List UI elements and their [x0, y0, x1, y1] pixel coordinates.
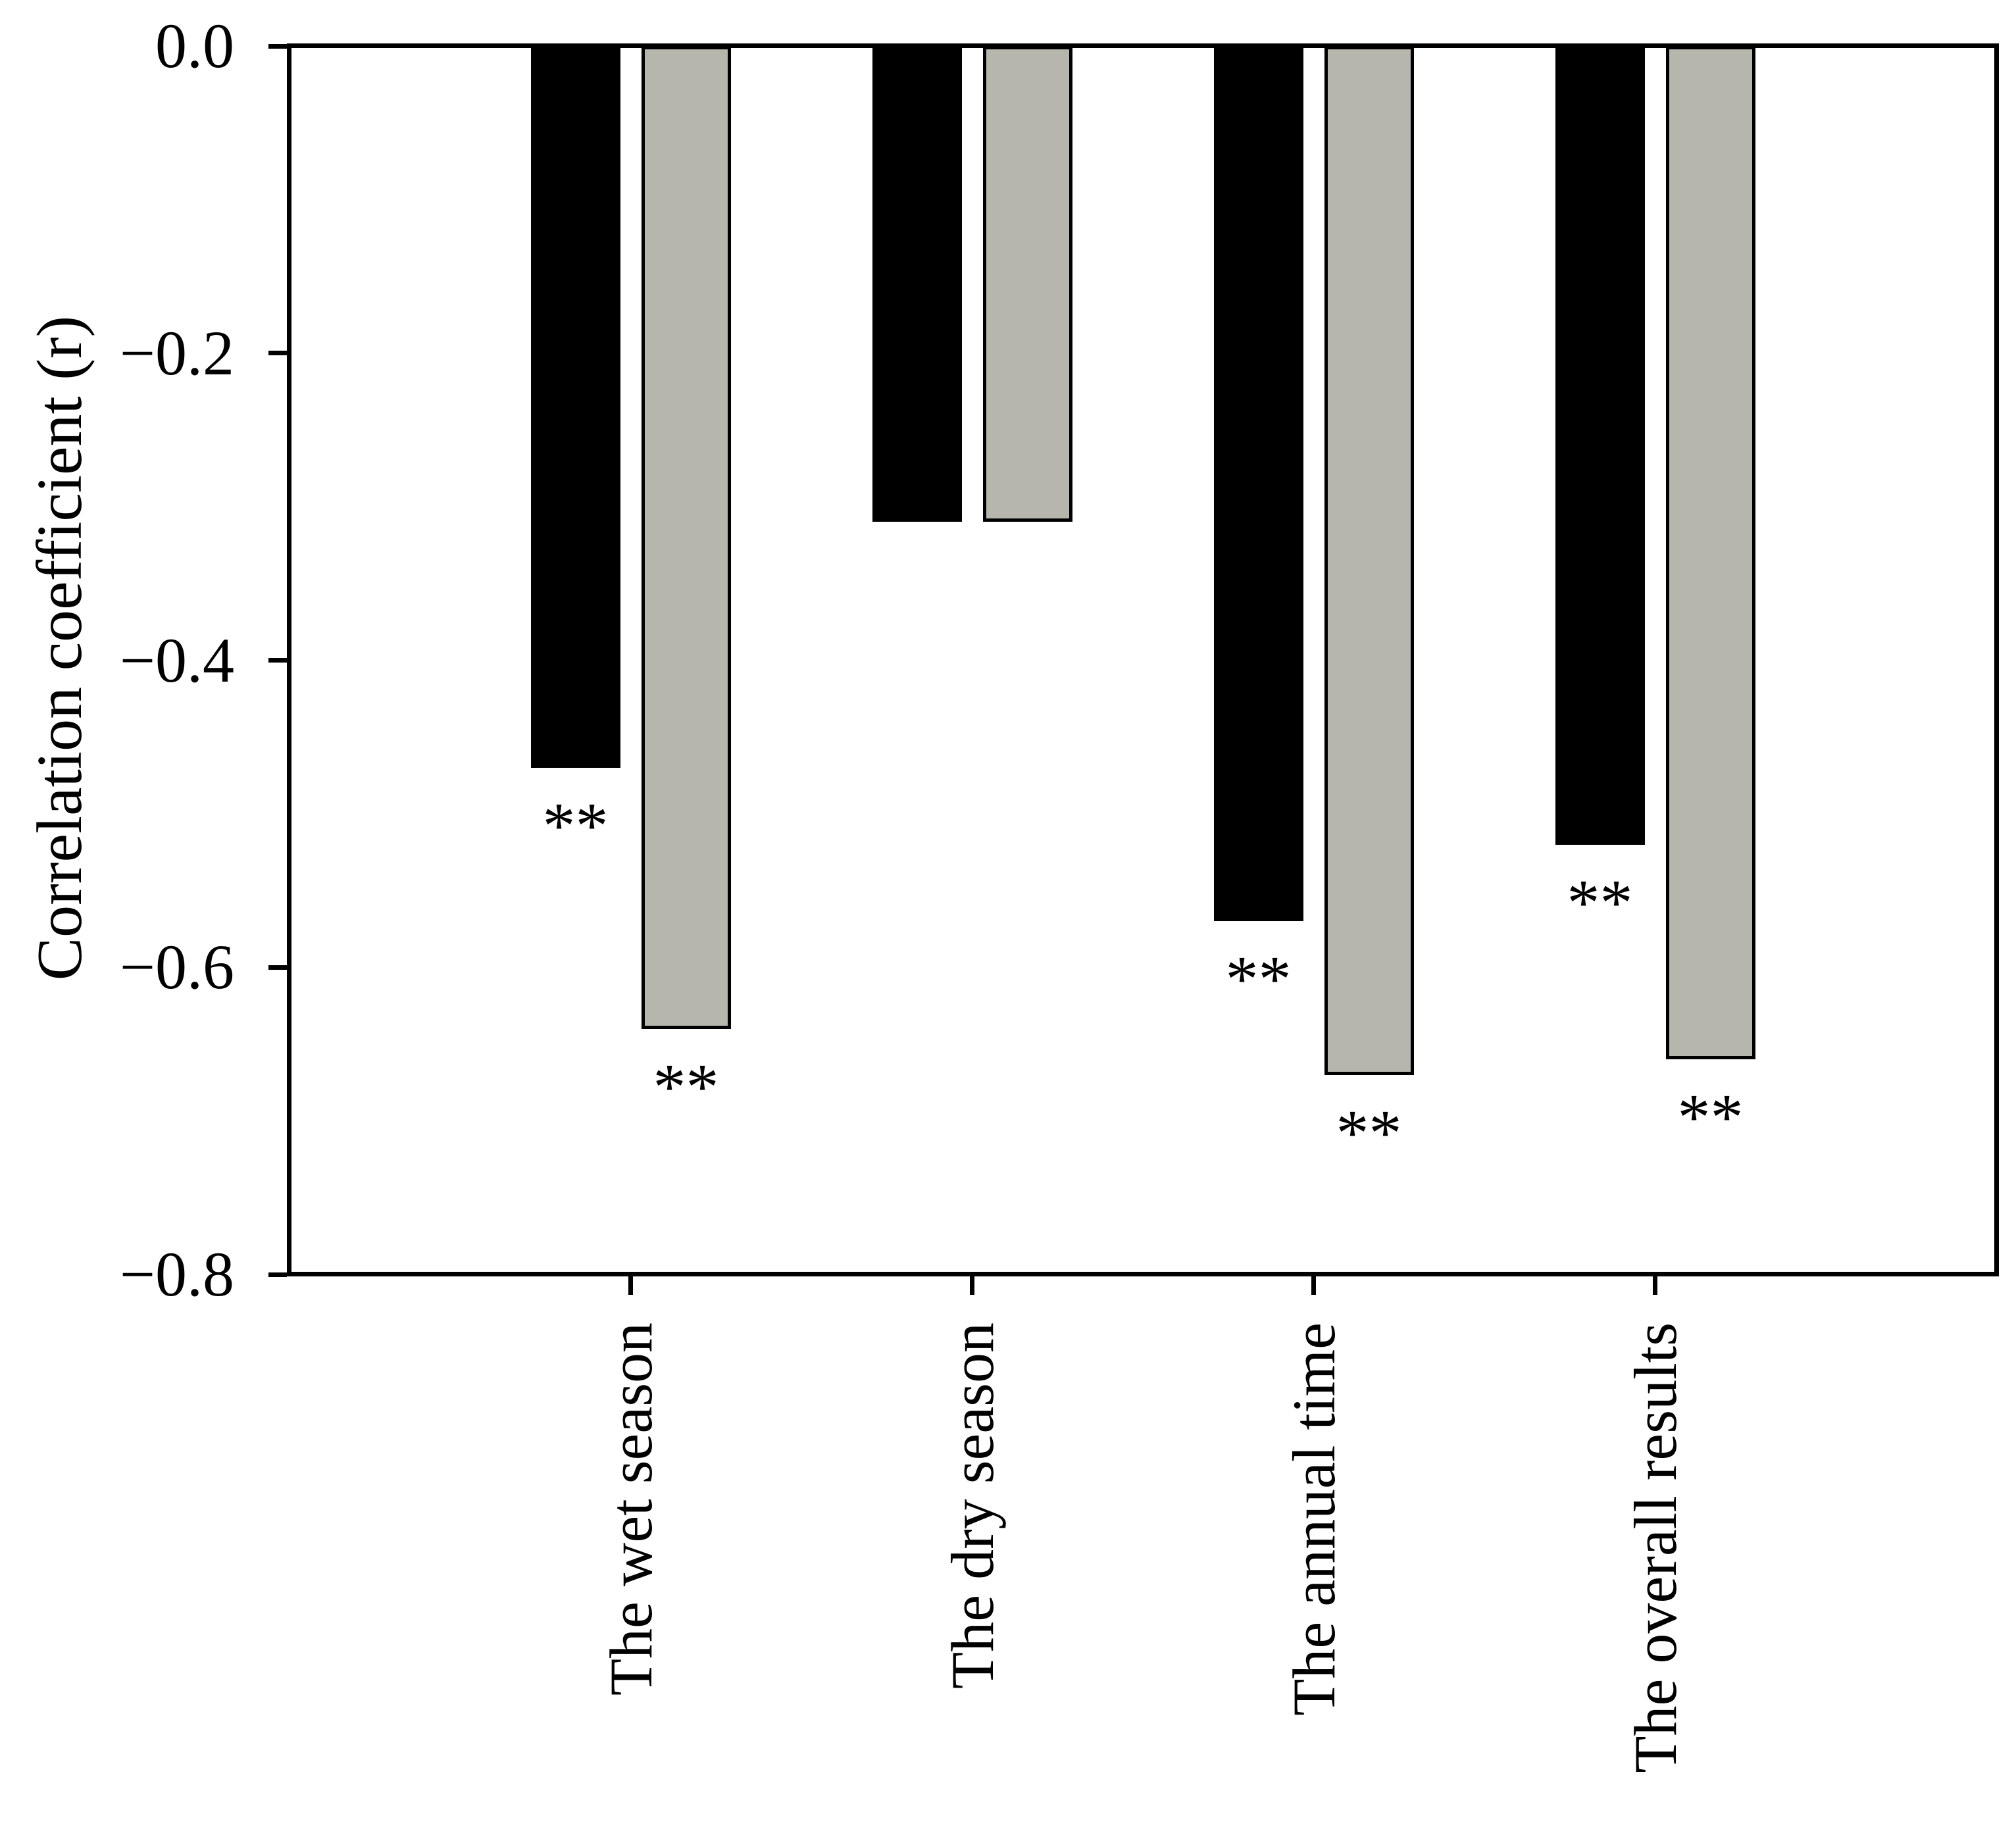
y-tick-label: −0.8: [119, 1239, 234, 1309]
y-tick-label: −0.4: [119, 624, 234, 695]
y-tick-mark: [268, 43, 287, 49]
y-tick-mark: [268, 1272, 287, 1277]
significance-marker-black-series-2: **: [1225, 942, 1292, 1016]
bar-black-series-0: [530, 46, 620, 768]
x-tick-mark: [628, 1276, 633, 1295]
x-category-label: The dry season: [938, 1322, 1006, 1689]
y-tick-mark: [268, 351, 287, 356]
significance-marker-black-series-3: **: [1567, 865, 1633, 939]
significance-marker-black-series-0: **: [542, 788, 609, 862]
x-category-label: The wet season: [597, 1322, 665, 1696]
x-tick-mark: [1311, 1276, 1316, 1295]
x-tick-mark: [1653, 1276, 1657, 1295]
plot-frame-right: [1994, 43, 1999, 1276]
bar-gray-series-2: [1324, 46, 1414, 1075]
significance-marker-gray-series-3: **: [1677, 1080, 1744, 1154]
y-tick-mark: [268, 658, 287, 663]
plot-frame-bottom: [287, 1272, 1999, 1276]
plot-frame-top: [287, 43, 1999, 48]
plot-frame-left: [287, 43, 291, 1276]
y-tick-label: −0.2: [119, 317, 234, 388]
y-tick-mark: [268, 965, 287, 970]
bar-black-series-2: [1213, 46, 1303, 922]
significance-marker-gray-series-0: **: [653, 1049, 719, 1123]
x-category-label: The annual time: [1280, 1322, 1348, 1716]
bar-gray-series-3: [1665, 46, 1755, 1060]
bar-black-series-1: [872, 46, 962, 522]
x-category-label: The overall results: [1621, 1322, 1689, 1773]
significance-marker-gray-series-2: **: [1336, 1095, 1402, 1169]
bar-gray-series-0: [641, 46, 731, 1029]
bar-black-series-3: [1555, 46, 1645, 845]
y-tick-label: 0.0: [155, 11, 234, 81]
x-tick-mark: [970, 1276, 974, 1295]
bar-gray-series-1: [982, 46, 1072, 522]
y-tick-label: −0.6: [119, 932, 234, 1003]
